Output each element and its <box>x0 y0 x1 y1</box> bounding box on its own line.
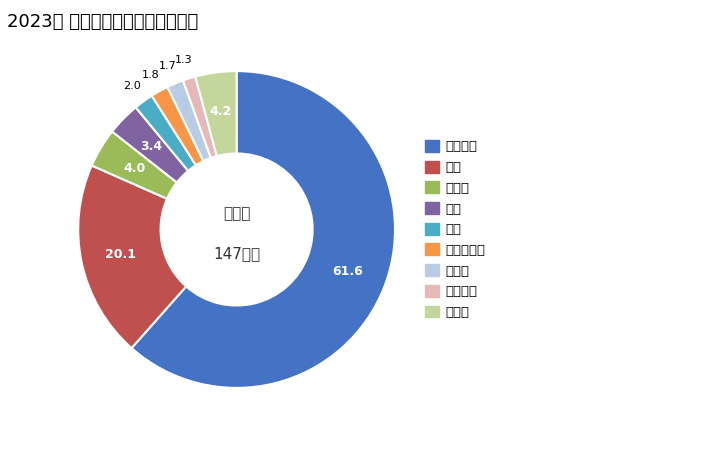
Wedge shape <box>183 76 217 158</box>
Text: 4.0: 4.0 <box>124 162 146 175</box>
Wedge shape <box>152 87 203 165</box>
Text: 1.3: 1.3 <box>175 55 192 65</box>
Text: 147億円: 147億円 <box>213 246 260 261</box>
Text: 3.4: 3.4 <box>141 140 162 153</box>
Wedge shape <box>78 166 186 348</box>
Legend: オランダ, 米国, チェコ, 中国, タイ, マレーシア, ドイツ, ベルギー, その他: オランダ, 米国, チェコ, 中国, タイ, マレーシア, ドイツ, ベルギー,… <box>422 136 489 323</box>
Wedge shape <box>132 71 395 388</box>
Text: 20.1: 20.1 <box>105 248 136 261</box>
Text: 4.2: 4.2 <box>210 105 232 118</box>
Text: 2.0: 2.0 <box>124 81 141 91</box>
Wedge shape <box>92 131 177 199</box>
Text: 2023年 輸出相手国のシェア（％）: 2023年 輸出相手国のシェア（％） <box>7 14 199 32</box>
Text: 61.6: 61.6 <box>332 265 363 278</box>
Text: 1.7: 1.7 <box>159 61 177 71</box>
Text: 総　額: 総 額 <box>223 206 250 221</box>
Wedge shape <box>135 96 196 171</box>
Text: 1.8: 1.8 <box>141 70 159 80</box>
Wedge shape <box>195 71 237 156</box>
Wedge shape <box>112 108 188 182</box>
Wedge shape <box>167 81 211 161</box>
